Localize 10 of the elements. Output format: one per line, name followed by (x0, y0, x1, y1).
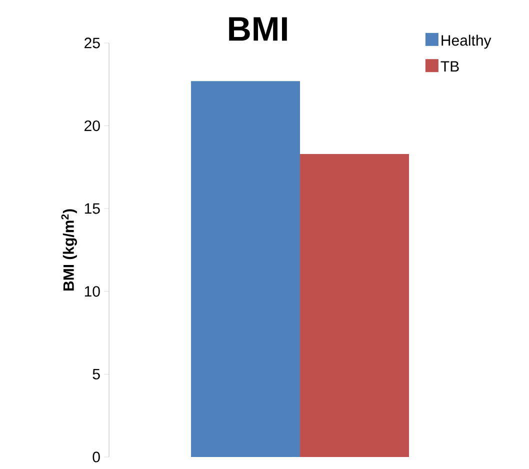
y-tick-label: 15 (84, 203, 100, 214)
y-tick-label: 0 (92, 452, 100, 462)
y-tick-label: 20 (84, 120, 100, 132)
legend-label: Healthy (442, 34, 492, 49)
y-tick-label: 5 (92, 368, 100, 380)
chart-title: BMI (229, 17, 287, 41)
legend-label: TB (440, 61, 459, 72)
y-axis-title: BMI (kg/m$^{2}$) (61, 209, 77, 290)
y-tick-label: 10 (84, 286, 100, 297)
y-tick-label: 25 (84, 38, 100, 48)
